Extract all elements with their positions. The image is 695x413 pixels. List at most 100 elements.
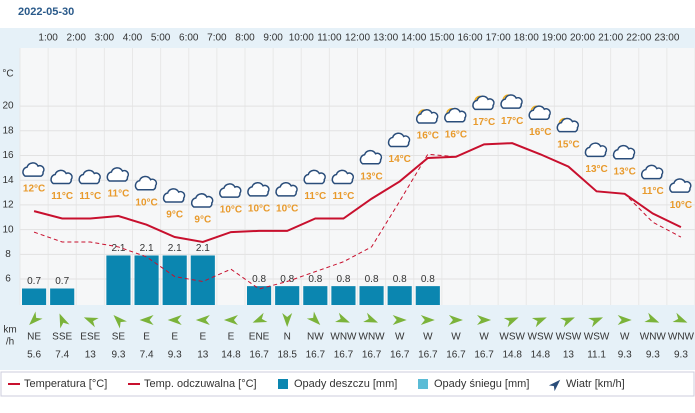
wind-arrow: [195, 315, 210, 325]
weather-icon: [669, 178, 692, 193]
wind-direction: W: [620, 332, 630, 343]
rain-label: 2.1: [196, 243, 210, 254]
wind-speed: 16.7: [249, 350, 269, 361]
wind-direction: W: [395, 332, 405, 343]
hour-label: 9:00: [263, 33, 283, 44]
wind-speed: 13: [85, 350, 97, 361]
temperature-label: 11°C: [304, 191, 326, 202]
temperature-label: 10°C: [248, 204, 270, 215]
cloud: [331, 169, 354, 185]
weather-icon: [331, 169, 354, 185]
wind-arrow: [588, 317, 604, 328]
hour-label: 21:00: [598, 33, 623, 44]
rain-label: 0.8: [280, 274, 294, 285]
temperature-label: 10°C: [670, 200, 692, 211]
wind-direction: NE: [27, 332, 41, 343]
cloud: [162, 188, 186, 203]
hour-label: 19:00: [542, 33, 567, 44]
wind-direction: W: [423, 332, 433, 343]
wind-arrow: [167, 315, 182, 325]
rain-bar: [134, 255, 159, 305]
hour-label: 3:00: [95, 33, 115, 44]
rain-bar: [331, 286, 356, 305]
wind-speed: 9.3: [674, 350, 688, 361]
wind-direction: E: [228, 332, 235, 343]
cloud: [556, 117, 579, 133]
cloud: [359, 149, 383, 165]
hour-label: 4:00: [123, 33, 143, 44]
hour-label: 7:00: [207, 33, 227, 44]
weather-icon: [444, 107, 467, 123]
wind-arrow: [29, 311, 43, 325]
hour-label: 22:00: [626, 33, 651, 44]
wind-arrow: [306, 311, 321, 325]
rain-label: 0.7: [55, 276, 69, 287]
hour-label: 20:00: [570, 33, 595, 44]
hour-label: 6:00: [179, 33, 199, 44]
rain-bar: [387, 286, 412, 305]
y-tick-label: 6: [5, 274, 11, 285]
wind-speed: 9.3: [646, 350, 660, 361]
cloud: [22, 162, 45, 177]
wind-direction: WSW: [528, 332, 554, 343]
wind-arrow: [420, 315, 435, 325]
rain-label: 0.8: [421, 274, 435, 285]
weather-icon: [584, 142, 608, 158]
temperature-label: 11°C: [642, 186, 664, 197]
cloud: [190, 193, 214, 208]
wind-arrow: [617, 315, 632, 325]
weather-icon: [106, 167, 129, 182]
temperature-label: 11°C: [79, 191, 101, 202]
cloud: [247, 181, 270, 197]
rain-bar: [106, 255, 131, 305]
weather-icon: [22, 162, 45, 177]
wind-arrow: [139, 315, 154, 325]
rain-label: 0.8: [252, 274, 266, 285]
temperature-label: 17°C: [473, 117, 495, 128]
wind-speed: 9.3: [111, 350, 125, 361]
wind-speed: 5.6: [27, 350, 41, 361]
hour-label: 14:00: [401, 33, 426, 44]
weather-icon: [50, 169, 73, 185]
wind-direction: NW: [307, 332, 324, 343]
wind-arrow: [113, 315, 127, 329]
hour-header: [20, 28, 695, 48]
wind-speed: 13: [197, 350, 209, 361]
wind-arrow: [672, 312, 688, 323]
cloud: [387, 132, 411, 148]
wind-speed: 16.7: [362, 350, 382, 361]
rain-bar: [50, 288, 75, 305]
weather-icon: [219, 183, 242, 198]
rain-bar: [275, 286, 300, 305]
wind-speed: 14.8: [221, 350, 241, 361]
temperature-label: 9°C: [166, 210, 183, 221]
rain-label: 0.8: [365, 274, 379, 285]
wind-direction: ENE: [249, 332, 270, 343]
legend-swatch: [418, 379, 428, 389]
legend-label: Temp. odczuwalna [°C]: [144, 378, 257, 390]
temperature-label: 9°C: [194, 215, 211, 226]
weather-icon: [612, 144, 636, 160]
cloud: [106, 167, 129, 182]
weather-icon: [190, 193, 214, 208]
y-tick-label: 18: [2, 125, 14, 136]
legend-label: Temperatura [°C]: [24, 378, 107, 390]
weather-icon: [415, 109, 439, 124]
cloud: [303, 169, 326, 185]
temperature-label: 10°C: [220, 205, 242, 216]
wind-speed: 14.8: [502, 350, 522, 361]
wind-direction: SSE: [52, 332, 72, 343]
weather-icon: [387, 132, 411, 148]
wind-arrow: [363, 312, 379, 323]
wind-speed: 16.7: [334, 350, 354, 361]
wind-speed: 16.7: [390, 350, 410, 361]
weather-icon: [162, 188, 186, 203]
weather-icon: [556, 117, 579, 133]
hour-label: 1:00: [38, 33, 58, 44]
wind-arrow: [223, 315, 238, 325]
wind-arrow: [503, 317, 519, 328]
wind-arrow: [83, 317, 99, 328]
wind-speed: 14.8: [531, 350, 551, 361]
cloud: [472, 95, 495, 111]
rain-label: 2.1: [111, 243, 125, 254]
